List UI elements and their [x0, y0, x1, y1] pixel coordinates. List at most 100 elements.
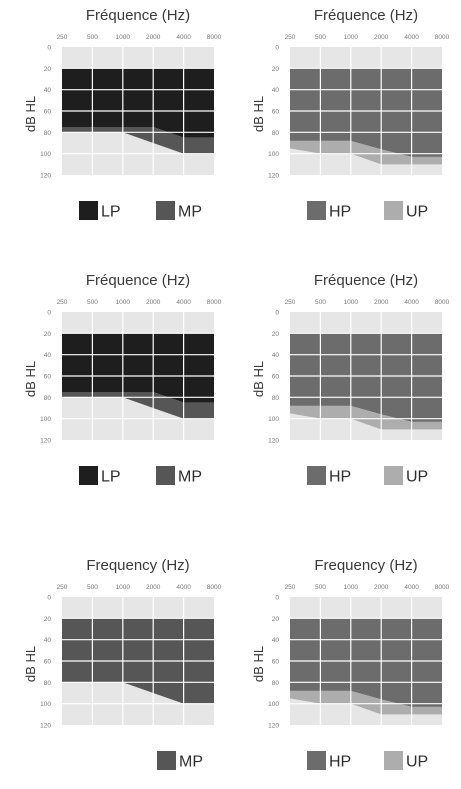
x-tick-label: 1000 — [116, 584, 131, 591]
x-tick-label: 4000 — [176, 34, 191, 41]
y-tick-label: 20 — [44, 616, 52, 623]
x-tick-label: 250 — [285, 34, 296, 41]
x-tick-label: 4000 — [404, 584, 419, 591]
y-tick-label: 80 — [272, 130, 280, 137]
y-axis-label: dB HL — [251, 96, 266, 132]
chart-title: Frequency (Hz) — [86, 557, 189, 574]
series-band-lp — [62, 68, 214, 138]
legend-swatch-hp — [307, 466, 326, 485]
series-band-mp — [62, 392, 214, 419]
chart-1: Fréquence (Hz) 250 500 1000 2000 4000 8000 0 20 4… — [23, 7, 222, 221]
y-tick-label: 20 — [44, 331, 52, 338]
x-tick-label: 1000 — [116, 34, 131, 41]
y-axis-label: dB HL — [23, 96, 38, 132]
y-tick-label: 20 — [272, 66, 280, 73]
chart-2: Fréquence (Hz) 250 500 1000 2000 4000 8000 0 20 4… — [251, 7, 450, 221]
legend-swatch-up — [384, 751, 403, 770]
y-tick-label: 120 — [268, 723, 279, 730]
x-tick-label: 2000 — [374, 34, 389, 41]
y-tick-label: 60 — [272, 659, 280, 666]
y-tick-label: 100 — [40, 416, 51, 423]
y-tick-label: 40 — [272, 637, 280, 644]
legend-swatch-up — [384, 201, 403, 220]
x-tick-label: 2000 — [146, 34, 161, 41]
series-band-hp — [290, 333, 442, 422]
x-tick-label: 250 — [57, 34, 68, 41]
chart-3: Fréquence (Hz) 250 500 1000 2000 4000 8000 0 20 4… — [23, 272, 222, 486]
legend-swatch-hp — [307, 201, 326, 220]
x-tick-label: 4000 — [176, 584, 191, 591]
x-tick-label: 4000 — [404, 34, 419, 41]
y-tick-label: 0 — [275, 45, 279, 52]
y-tick-label: 60 — [272, 109, 280, 116]
series-band-up — [290, 405, 442, 430]
y-axis-label: dB HL — [251, 361, 266, 397]
x-tick-label: 500 — [87, 34, 98, 41]
x-tick-label: 1000 — [344, 584, 359, 591]
legend-swatch-up — [384, 466, 403, 485]
x-tick-label: 2000 — [146, 584, 161, 591]
x-tick-label: 1000 — [344, 299, 359, 306]
y-tick-label: 100 — [268, 701, 279, 708]
series-band-hp — [290, 618, 442, 707]
series-band-mp — [62, 127, 214, 154]
series-band-up — [290, 690, 442, 715]
y-tick-label: 80 — [272, 680, 280, 687]
x-tick-label: 8000 — [435, 584, 450, 591]
y-tick-label: 100 — [268, 416, 279, 423]
x-tick-label: 2000 — [374, 299, 389, 306]
legend-swatch-lp — [79, 201, 98, 220]
legend-label-up: UP — [406, 469, 428, 486]
x-tick-label: 500 — [315, 34, 326, 41]
x-tick-label: 8000 — [435, 299, 450, 306]
x-tick-label: 4000 — [404, 299, 419, 306]
legend-label-mp: MP — [179, 754, 203, 771]
chart-title: Frequency (Hz) — [314, 557, 417, 574]
legend-swatch-mp — [156, 466, 175, 485]
y-tick-label: 40 — [44, 352, 52, 359]
x-tick-label: 500 — [87, 299, 98, 306]
chart-title: Fréquence (Hz) — [86, 7, 190, 24]
x-tick-label: 2000 — [374, 584, 389, 591]
x-tick-label: 8000 — [435, 34, 450, 41]
x-tick-label: 2000 — [146, 299, 161, 306]
x-tick-label: 8000 — [207, 584, 222, 591]
legend-label-lp: LP — [101, 204, 121, 221]
y-tick-label: 60 — [272, 374, 280, 381]
legend-label-hp: HP — [329, 754, 351, 771]
y-tick-label: 100 — [40, 701, 51, 708]
series-band-up — [290, 140, 442, 165]
x-tick-label: 250 — [285, 299, 296, 306]
y-tick-label: 20 — [272, 616, 280, 623]
x-tick-label: 250 — [57, 299, 68, 306]
legend-swatch-lp — [79, 466, 98, 485]
y-tick-label: 120 — [268, 438, 279, 445]
legend-label-up: UP — [406, 754, 428, 771]
y-tick-label: 0 — [47, 595, 51, 602]
legend-label-hp: HP — [329, 204, 351, 221]
y-tick-label: 80 — [272, 395, 280, 402]
y-tick-label: 120 — [268, 173, 279, 180]
x-tick-label: 500 — [87, 584, 98, 591]
y-tick-label: 40 — [272, 87, 280, 94]
x-tick-label: 500 — [315, 299, 326, 306]
y-tick-label: 0 — [275, 595, 279, 602]
y-tick-label: 120 — [40, 723, 51, 730]
x-tick-label: 4000 — [176, 299, 191, 306]
series-band-lp — [62, 333, 214, 403]
x-tick-label: 1000 — [344, 34, 359, 41]
legend-label-mp: MP — [178, 469, 202, 486]
legend-label-hp: HP — [329, 469, 351, 486]
chart-5: Frequency (Hz) 250 500 1000 2000 4000 8000 0 20 4… — [23, 557, 222, 771]
legend-swatch-hp — [307, 751, 326, 770]
y-tick-label: 40 — [44, 87, 52, 94]
y-tick-label: 60 — [44, 374, 52, 381]
y-tick-label: 80 — [44, 395, 52, 402]
legend-label-up: UP — [406, 204, 428, 221]
y-axis-label: dB HL — [251, 646, 266, 682]
y-tick-label: 100 — [268, 151, 279, 158]
y-axis-label: dB HL — [23, 361, 38, 397]
chart-6: Frequency (Hz) 250 500 1000 2000 4000 8000 0 20 4… — [251, 557, 450, 771]
y-tick-label: 40 — [44, 637, 52, 644]
